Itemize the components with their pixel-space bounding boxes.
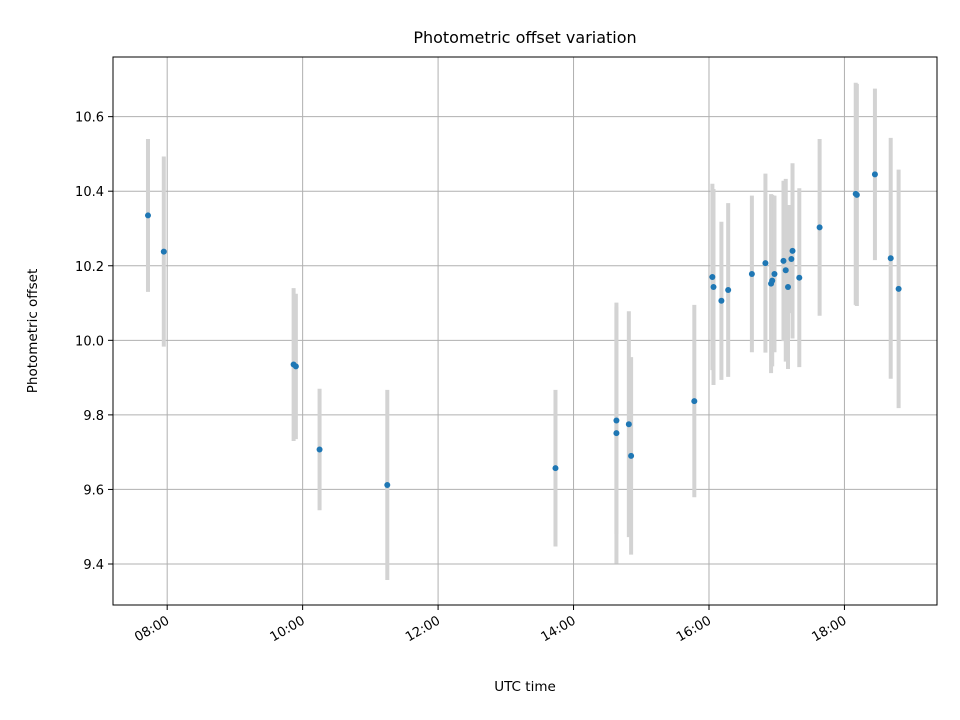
y-axis-ticks: 9.4 9.6 9.8 10.0 10.2 10.4 10.6 — [75, 111, 113, 573]
data-point — [316, 446, 323, 453]
data-point — [782, 267, 789, 274]
data-point — [718, 297, 725, 304]
data-point — [709, 273, 716, 280]
y-tick-label: 9.8 — [83, 409, 104, 424]
data-point — [762, 260, 769, 267]
data-point — [552, 465, 559, 472]
data-points — [144, 171, 902, 488]
data-point — [780, 257, 787, 264]
data-point — [292, 363, 299, 370]
y-tick-label: 9.4 — [83, 558, 104, 573]
data-point — [853, 191, 860, 198]
data-point — [748, 270, 755, 277]
data-point — [796, 274, 803, 281]
data-point — [625, 421, 632, 428]
y-tick-label: 10.0 — [75, 334, 104, 349]
data-point — [613, 430, 620, 437]
data-point — [710, 284, 717, 291]
data-point — [628, 452, 635, 459]
data-point — [691, 398, 698, 405]
plot-area — [113, 57, 937, 605]
y-axis-label: Photometric offset — [25, 269, 41, 393]
data-point — [788, 256, 795, 263]
data-point — [769, 277, 776, 284]
data-point — [785, 284, 792, 291]
data-point — [895, 285, 902, 292]
data-point — [789, 247, 796, 254]
y-tick-label: 9.6 — [83, 483, 104, 498]
plot-frame — [112, 56, 938, 606]
y-tick-label: 10.6 — [75, 111, 104, 126]
data-point — [816, 224, 823, 231]
data-point — [887, 255, 894, 262]
data-point — [725, 286, 732, 293]
data-point — [771, 270, 778, 277]
data-point — [160, 248, 167, 255]
data-point — [613, 417, 620, 424]
y-tick-label: 10.4 — [75, 185, 104, 200]
chart-title: Photometric offset variation — [413, 28, 636, 47]
data-point — [871, 171, 878, 178]
x-axis-label: UTC time — [494, 679, 556, 695]
data-point — [384, 481, 391, 488]
data-point — [144, 212, 151, 219]
y-tick-label: 10.2 — [75, 260, 104, 275]
